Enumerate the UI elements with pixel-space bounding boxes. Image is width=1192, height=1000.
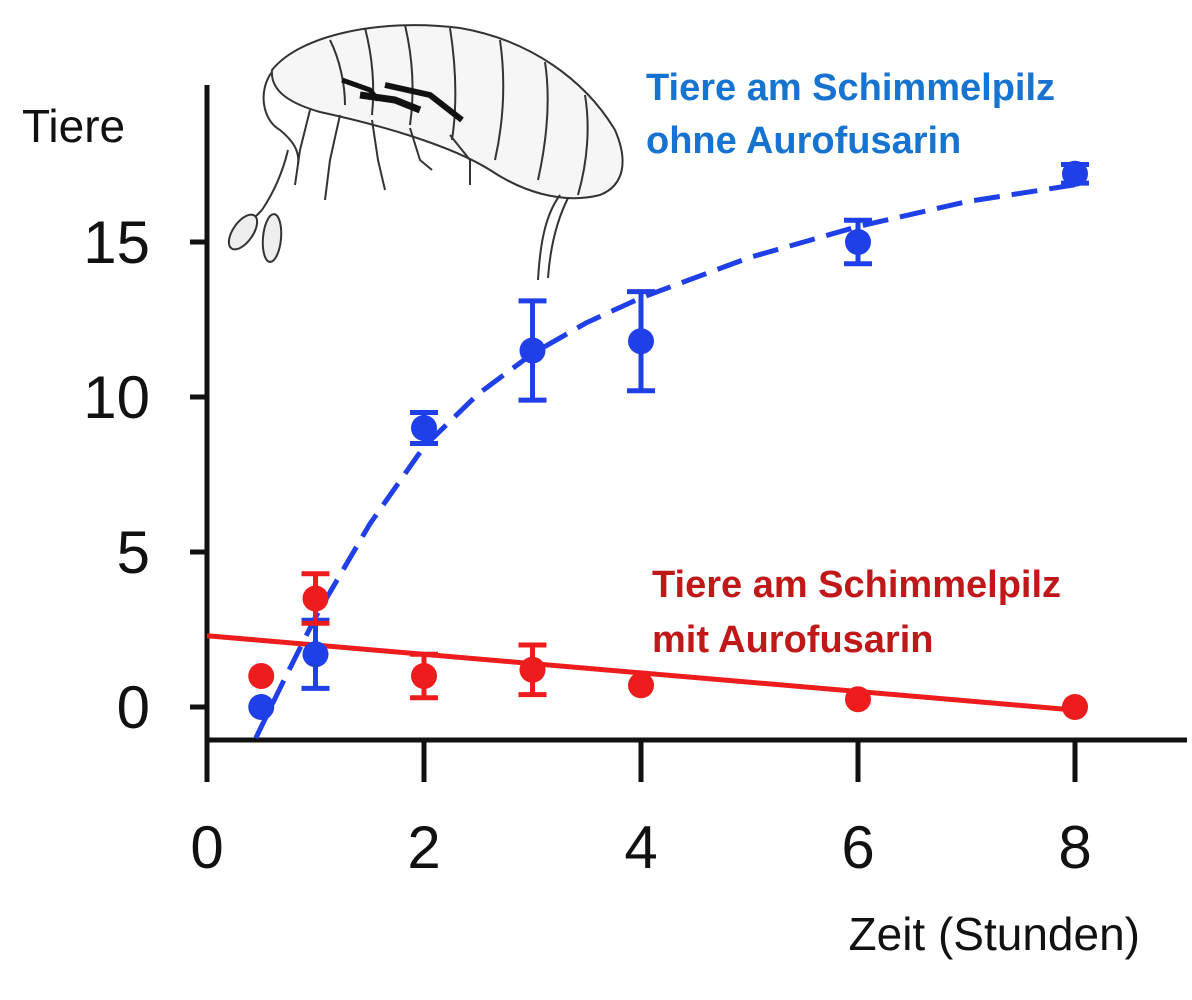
y-tick-label: 0 bbox=[117, 674, 150, 741]
legend-blue-line-2: ohne Aurofusarin bbox=[646, 120, 961, 162]
x-axis-title: Zeit (Stunden) bbox=[849, 908, 1140, 960]
x-ticks: 0 2 4 6 8 bbox=[190, 740, 1092, 881]
data-point-blue bbox=[519, 337, 546, 364]
y-axis-title: Tiere bbox=[22, 100, 125, 152]
y-tick-label: 10 bbox=[83, 364, 150, 431]
data-point-red bbox=[519, 656, 546, 683]
data-point-red bbox=[248, 663, 275, 689]
data-point-red bbox=[845, 686, 871, 713]
legend-red-line-2: mit Aurofusarin bbox=[652, 619, 934, 661]
x-tick-label: 6 bbox=[841, 814, 874, 881]
data-point-red bbox=[411, 663, 437, 689]
data-points bbox=[248, 160, 1089, 720]
data-point-blue bbox=[1062, 160, 1088, 187]
y-ticks: 0 5 10 15 bbox=[83, 209, 207, 741]
data-point-blue bbox=[411, 415, 437, 441]
y-tick-label: 5 bbox=[117, 519, 150, 586]
springtail-illustration bbox=[227, 24, 624, 281]
legend-red-line-1: Tiere am Schimmelpilz bbox=[652, 564, 1061, 606]
data-point-red bbox=[302, 585, 329, 612]
x-tick-label: 4 bbox=[624, 814, 657, 881]
data-point-red bbox=[628, 672, 654, 699]
fit-lines bbox=[206, 180, 1087, 740]
y-tick-label: 15 bbox=[83, 209, 150, 276]
data-point-blue bbox=[248, 694, 275, 720]
data-point-blue bbox=[845, 229, 871, 255]
legend-blue-line-1: Tiere am Schimmelpilz bbox=[646, 67, 1055, 109]
x-tick-label: 2 bbox=[407, 814, 440, 881]
data-point-blue bbox=[628, 328, 654, 355]
data-point-blue bbox=[302, 641, 329, 668]
data-point-red bbox=[1062, 694, 1088, 720]
x-tick-label: 8 bbox=[1058, 814, 1091, 881]
x-tick-label: 0 bbox=[190, 814, 223, 881]
